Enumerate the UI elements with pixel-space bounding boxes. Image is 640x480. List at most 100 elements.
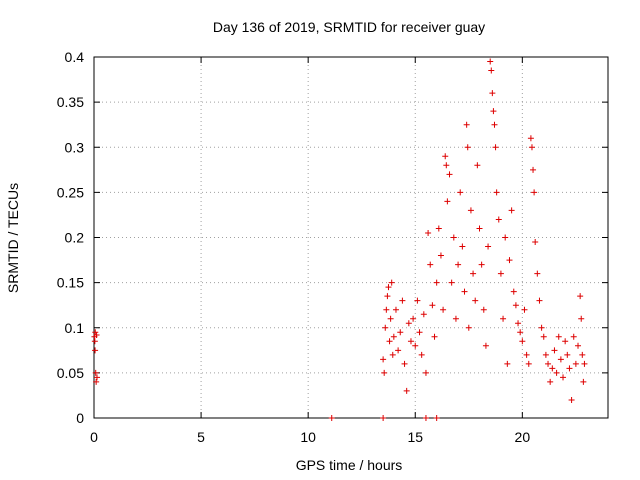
x-axis-label: GPS time / hours [296, 457, 403, 473]
data-point [578, 315, 585, 322]
data-point [485, 243, 492, 250]
data-point [491, 121, 498, 128]
y-axis-label: SRMTID / TECUs [5, 183, 21, 293]
data-point [482, 342, 489, 349]
y-tick-label: 0.2 [65, 230, 85, 246]
data-point [551, 347, 558, 354]
data-point [407, 338, 414, 345]
data-point [572, 360, 579, 367]
data-point [510, 288, 517, 295]
data-point [381, 369, 388, 376]
data-point [579, 351, 586, 358]
data-point [386, 338, 393, 345]
data-point [382, 324, 389, 331]
data-point [575, 342, 582, 349]
data-point [547, 378, 554, 385]
y-tick-label: 0.35 [57, 94, 84, 110]
data-point [553, 369, 560, 376]
data-point [384, 293, 391, 300]
y-tick-label: 0.05 [57, 365, 84, 381]
x-tick-label: 0 [90, 429, 98, 445]
data-point [429, 302, 436, 309]
data-point [464, 144, 471, 151]
data-point [502, 234, 509, 241]
x-tick-label: 20 [515, 429, 531, 445]
data-point [500, 315, 507, 322]
data-point [452, 315, 459, 322]
data-point [489, 90, 496, 97]
data-point [422, 369, 429, 376]
data-point [523, 351, 530, 358]
data-point [515, 320, 522, 327]
data-point [538, 324, 545, 331]
data-point [495, 216, 502, 223]
data-point [420, 311, 427, 318]
data-point [433, 415, 440, 421]
data-point [517, 329, 524, 336]
data-point [403, 387, 410, 394]
data-point [463, 121, 470, 128]
data-point [392, 306, 399, 313]
data-point [542, 351, 549, 358]
data-point [566, 365, 573, 372]
data-point [459, 243, 466, 250]
data-point [531, 189, 538, 196]
data-point [581, 360, 588, 367]
data-point [383, 306, 390, 313]
data-point [478, 261, 485, 268]
data-point [557, 356, 564, 363]
data-point [525, 360, 532, 367]
data-point [93, 331, 100, 338]
data-point [465, 324, 472, 331]
data-point [435, 225, 442, 232]
data-point [92, 347, 99, 354]
data-point [433, 279, 440, 286]
data-point [92, 329, 99, 336]
data-point [448, 279, 455, 286]
data-point [92, 369, 99, 376]
data-point [487, 58, 494, 65]
data-point [446, 171, 453, 178]
data-point [549, 365, 556, 372]
data-point [476, 225, 483, 232]
data-point [412, 342, 419, 349]
data-point [457, 189, 464, 196]
data-point [385, 284, 392, 291]
data-point [480, 306, 487, 313]
data-point [512, 302, 519, 309]
data-point [493, 189, 500, 196]
data-point [422, 415, 429, 421]
data-point [425, 229, 432, 236]
data-point [431, 333, 438, 340]
data-point [405, 320, 412, 327]
data-point [504, 360, 511, 367]
data-point [395, 347, 402, 354]
data-point [461, 288, 468, 295]
data-point [519, 338, 526, 345]
data-point [93, 374, 100, 381]
data-point [470, 270, 477, 277]
data-point [490, 108, 497, 115]
data-point [399, 297, 406, 304]
data-point [530, 166, 537, 173]
y-tick-label: 0.15 [57, 275, 84, 291]
data-point [443, 162, 450, 169]
y-tick-label: 0.3 [65, 139, 85, 155]
data-point [528, 144, 535, 151]
data-point [568, 396, 575, 403]
data-point [492, 144, 499, 151]
data-point [455, 261, 462, 268]
y-tick-label: 0.25 [57, 184, 84, 200]
data-point [389, 351, 396, 358]
data-point [545, 360, 552, 367]
data-points [91, 58, 588, 421]
data-point [570, 333, 577, 340]
data-point [414, 297, 421, 304]
data-point [506, 257, 513, 264]
x-tick-label: 15 [407, 429, 423, 445]
data-point [410, 315, 417, 322]
data-point [488, 67, 495, 74]
data-point [380, 415, 387, 421]
data-point [497, 270, 504, 277]
data-point [532, 239, 539, 246]
